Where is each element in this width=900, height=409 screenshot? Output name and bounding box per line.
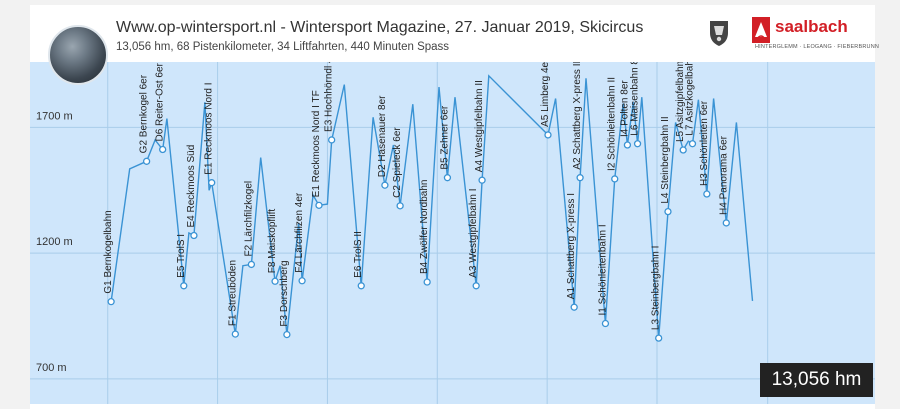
lift-point [357, 282, 365, 290]
lift-label: E6 TrolS II [353, 231, 364, 278]
elevation-line [110, 74, 754, 339]
lift-label: I4 Polten 8er [619, 80, 630, 137]
lift-point [315, 201, 323, 209]
lift-label: E3 Hochhörndl 4er [324, 62, 335, 132]
lift-point [478, 176, 486, 184]
lift-point [142, 157, 151, 165]
lift-point [107, 298, 115, 306]
chart-header [30, 5, 875, 61]
crest-shield-icon [710, 21, 728, 46]
lift-label: L6 Maisenbahn 8er [630, 62, 641, 136]
user-photo-icon[interactable] [48, 25, 108, 85]
lift-point [208, 179, 216, 187]
lift-label: I2 Schönleitenbahn II [607, 77, 618, 171]
lift-label: G2 Bernkogel 6er [139, 74, 150, 153]
lift-label: L4 Steinbergbahn II [660, 116, 671, 203]
lift-point [247, 260, 256, 269]
lift-point [611, 175, 619, 183]
lift-label: F8 Maiskopflift [267, 209, 278, 274]
lift-label: L3 Steinbergbahn I [651, 246, 662, 331]
lift-label: A2 Schattberg X-press II [572, 62, 583, 170]
lift-label: H3 Schönleiten 6er [699, 100, 710, 186]
y-tick-label: 1200 m [36, 236, 73, 248]
lift-label: G1 Bernkogelbahn [103, 210, 114, 293]
chart-title: Www.op-wintersport.nl - Wintersport Maga… [116, 19, 644, 36]
lift-label: E1 Reckmoos Nord I TF [311, 90, 322, 197]
lift-label: F4 Lärchfilzen 4er [294, 192, 305, 273]
lift-point [443, 174, 452, 182]
lift-point [283, 330, 291, 339]
lift-label: D6 Reiter-Ost 6er [155, 62, 166, 141]
lift-label: F2 Lärchfilzkogel [243, 181, 254, 257]
elevation-chart: 700 m 1200 m 1700 m G1 Bernkogelbahn G2 Bern… [30, 62, 875, 404]
lift-label: A5 Limberg 4er [540, 62, 551, 127]
lift-label: A3 Westgipfelbahn I [468, 188, 479, 277]
lift-point [190, 231, 198, 240]
lift-point [231, 330, 239, 338]
lift-label: H4 Panorama 6er [718, 135, 729, 215]
lift-label: E4 Reckmoos Süd [186, 145, 197, 228]
lift-point [688, 140, 697, 148]
chart-subtitle: 13,056 hm, 68 Pistenkilometer, 34 Liftfa… [116, 41, 450, 53]
lift-point [722, 219, 730, 227]
lift-point [623, 141, 632, 149]
lift-point [396, 202, 404, 210]
lift-point [655, 334, 663, 342]
lift-label: A1 Schattberg X-press I [566, 193, 577, 299]
total-gain-badge: 13,056 hm [760, 363, 873, 397]
lift-label: D2 Hasenauer 8er [377, 95, 388, 177]
lift-point [328, 136, 336, 144]
lift-point [472, 282, 480, 290]
lift-point [159, 145, 167, 154]
lift-label: E5 TrolS I [176, 234, 187, 278]
brand-logo-text: saalbach [775, 17, 848, 36]
lift-label: I1 Schönleitenbahn I [597, 224, 608, 315]
lift-point [576, 174, 584, 182]
lift-point [298, 277, 306, 285]
lift-point [381, 181, 389, 189]
lift-label: A4 Westgipfelbahn II [474, 80, 485, 172]
lift-label: B5 Zehner 6er [439, 105, 450, 170]
lift-label: F3 Dorschberg [279, 260, 290, 326]
y-tick-label: 1700 m [36, 110, 73, 122]
lift-point [664, 207, 672, 216]
lift-point [570, 303, 578, 311]
lift-label: F1 Streuböden [227, 260, 238, 326]
lift-point [703, 190, 711, 198]
lift-label: C2 Spieleck 6er [392, 127, 403, 198]
lift-point [633, 140, 642, 148]
lift-label: L5 Asitzgipfelbahn 8er [675, 62, 686, 142]
lift-point [601, 319, 610, 328]
footer-strip [30, 403, 875, 409]
saalbach-logo-icon [752, 17, 770, 43]
lift-label: E1 Reckmoos Nord I [204, 82, 215, 174]
lift-label: L7 Asitzkogelbahn 8er [684, 62, 695, 136]
lift-point [180, 282, 188, 290]
lift-point [423, 278, 431, 286]
y-tick-label: 700 m [36, 362, 67, 374]
lift-point [679, 146, 687, 154]
lift-point [544, 131, 552, 139]
lift-label: B4 Zwölfer Nordbahn [419, 180, 430, 274]
brand-logo-subtext: HINTERGLEMM · LEOGANG · FIEBERBRUNN [755, 44, 880, 50]
lift-point [271, 277, 279, 285]
